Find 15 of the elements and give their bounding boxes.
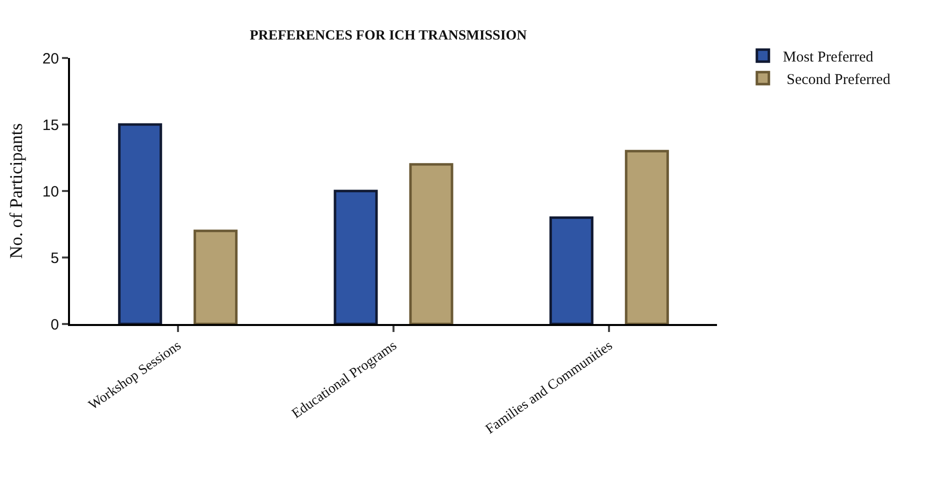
y-tick-label: 0 (50, 316, 59, 334)
bar (118, 123, 162, 324)
y-tick-label: 10 (42, 183, 59, 200)
bar (624, 150, 669, 324)
bar (334, 190, 378, 324)
legend-label: Most Preferred (782, 49, 874, 66)
y-tick-label: 15 (42, 116, 59, 134)
bar (194, 230, 238, 324)
bar (549, 216, 594, 324)
y-tick-label: 5 (50, 250, 59, 267)
chart-title: PREFERENCES FOR ICH TRANSMISSION (250, 28, 527, 44)
legend-label: Second Preferred (782, 72, 891, 88)
y-tick-label: 20 (42, 50, 59, 68)
y-axis-title: No. of Participants (6, 123, 26, 259)
bar (409, 163, 454, 324)
